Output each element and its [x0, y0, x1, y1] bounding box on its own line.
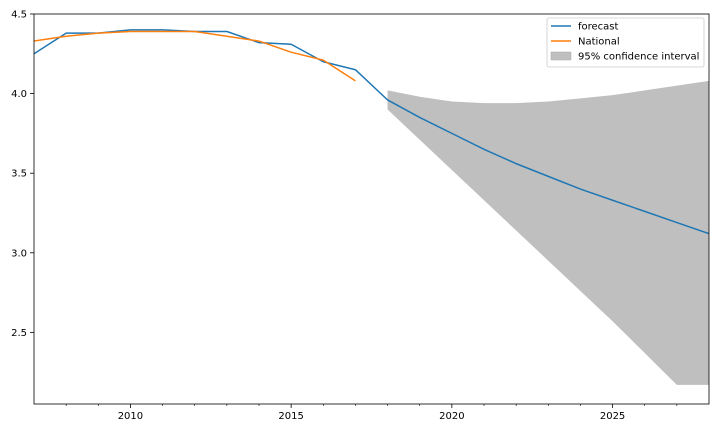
series-line-national	[34, 30, 356, 82]
x-tick-label: 2015	[278, 411, 303, 422]
legend-label: 95% confidence interval	[578, 52, 699, 63]
y-tick-label: 3.0	[11, 248, 27, 259]
confidence-interval-band	[387, 80, 709, 385]
x-tick-label: 2010	[118, 411, 143, 422]
plot-content	[34, 29, 709, 385]
legend-swatch-confidence-interval	[550, 51, 572, 61]
y-tick-label: 4.5	[11, 10, 27, 21]
series-line-forecast	[34, 29, 709, 235]
legend-box	[546, 17, 705, 68]
x-tick-label: 2025	[600, 411, 625, 422]
axes: 2010 2015 2020 2025 2.5 3.0 3.5 4.0 4.5	[11, 10, 678, 422]
y-tick-label: 4.0	[11, 89, 27, 100]
legend: forecast National 95% confidence interval	[546, 17, 705, 68]
y-tick-label: 3.5	[11, 169, 27, 180]
legend-label: forecast	[578, 22, 619, 33]
y-tick-label: 2.5	[11, 328, 27, 339]
plot-frame	[33, 13, 710, 405]
x-tick-label: 2020	[439, 411, 464, 422]
legend-label: National	[578, 37, 620, 48]
